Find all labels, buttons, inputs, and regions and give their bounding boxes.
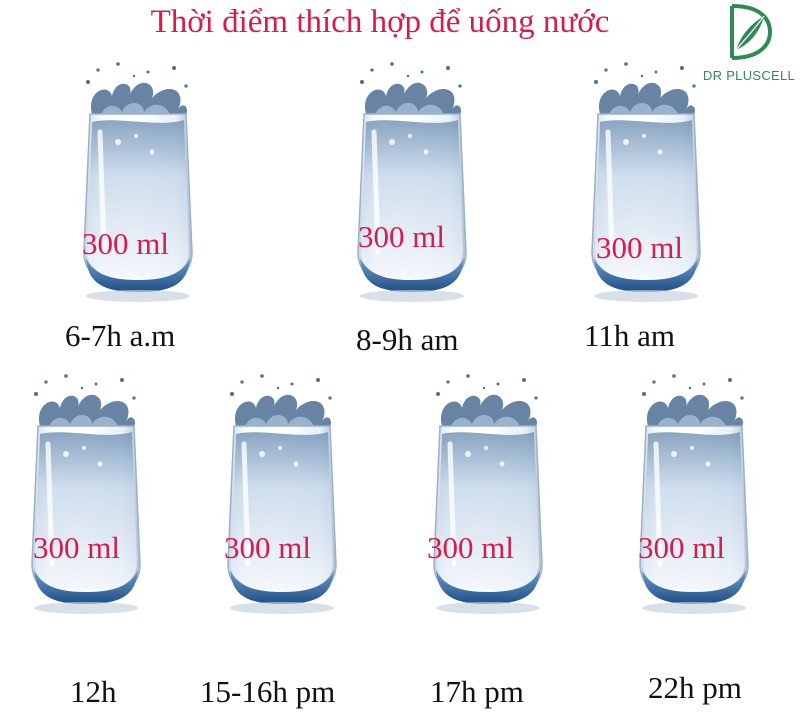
water-amount: 300 ml — [358, 219, 445, 254]
drink-time: 15-16h pm — [200, 674, 336, 709]
brand-logo: DR PLUSCELL — [700, 2, 798, 92]
drink-time: 22h pm — [648, 670, 742, 705]
water-glass-icon — [26, 364, 146, 624]
drink-time: 11h am — [584, 318, 675, 353]
water-glass-icon — [78, 52, 198, 312]
water-glass — [26, 364, 146, 624]
water-amount: 300 ml — [638, 530, 725, 565]
water-glass — [352, 52, 472, 312]
water-amount: 300 ml — [596, 230, 683, 265]
water-glass — [78, 52, 198, 312]
water-glass-icon — [222, 364, 342, 624]
water-glass-icon — [586, 52, 706, 312]
water-glass — [634, 364, 754, 624]
water-glass-icon — [428, 364, 548, 624]
page-title: Thời điểm thích hợp để uống nước — [150, 4, 610, 40]
drink-time: 8-9h am — [356, 322, 459, 357]
water-glass-icon — [634, 364, 754, 624]
drink-time: 12h — [70, 674, 117, 709]
water-glass — [586, 52, 706, 312]
drink-time: 17h pm — [430, 674, 524, 709]
water-amount: 300 ml — [82, 226, 169, 261]
drink-time: 6-7h a.m — [65, 318, 176, 353]
water-amount: 300 ml — [224, 530, 311, 565]
water-glass-icon — [352, 52, 472, 312]
water-amount: 300 ml — [427, 530, 514, 565]
brand-name: DR PLUSCELL — [702, 68, 796, 83]
water-glass — [222, 364, 342, 624]
water-glass — [428, 364, 548, 624]
leaf-d-logo-icon — [730, 4, 773, 60]
water-amount: 300 ml — [33, 530, 120, 565]
